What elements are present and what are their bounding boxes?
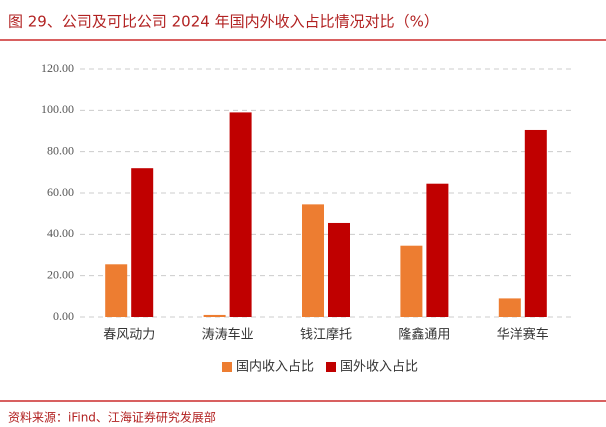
bar (498, 298, 521, 317)
bar (328, 222, 350, 317)
bar (400, 245, 423, 317)
chart-title: 图 29、公司及可比公司 2024 年国内外收入占比情况对比（%） (8, 13, 439, 31)
legend-label: 国内收入占比 (236, 359, 314, 375)
y-tick-label: 0.00 (53, 309, 74, 323)
bar (524, 129, 547, 317)
y-tick-label: 120.00 (41, 61, 74, 75)
bar (426, 183, 449, 317)
legend-swatch (222, 362, 232, 372)
y-tick-label: 60.00 (47, 185, 74, 199)
legend-swatch (326, 362, 336, 372)
legend-label: 国外收入占比 (340, 360, 418, 375)
x-tick-label: 涛涛车业 (202, 327, 254, 343)
bar (131, 168, 154, 317)
y-tick-label: 20.00 (47, 267, 74, 281)
x-tick-label: 华洋赛车 (497, 327, 549, 343)
x-tick-label: 钱江摩托 (300, 327, 352, 343)
y-tick-label: 100.00 (41, 102, 74, 116)
bar (203, 314, 226, 317)
x-tick-label: 隆鑫通用 (398, 327, 450, 343)
bar (302, 204, 324, 317)
bar (105, 264, 128, 317)
y-tick-label: 80.00 (47, 143, 74, 157)
x-tick-label: 春风动力 (103, 328, 155, 343)
source: 资料来源：iFind、江海证券研究发展部 (8, 410, 216, 425)
bar (229, 112, 252, 318)
y-tick-label: 40.00 (47, 226, 74, 240)
